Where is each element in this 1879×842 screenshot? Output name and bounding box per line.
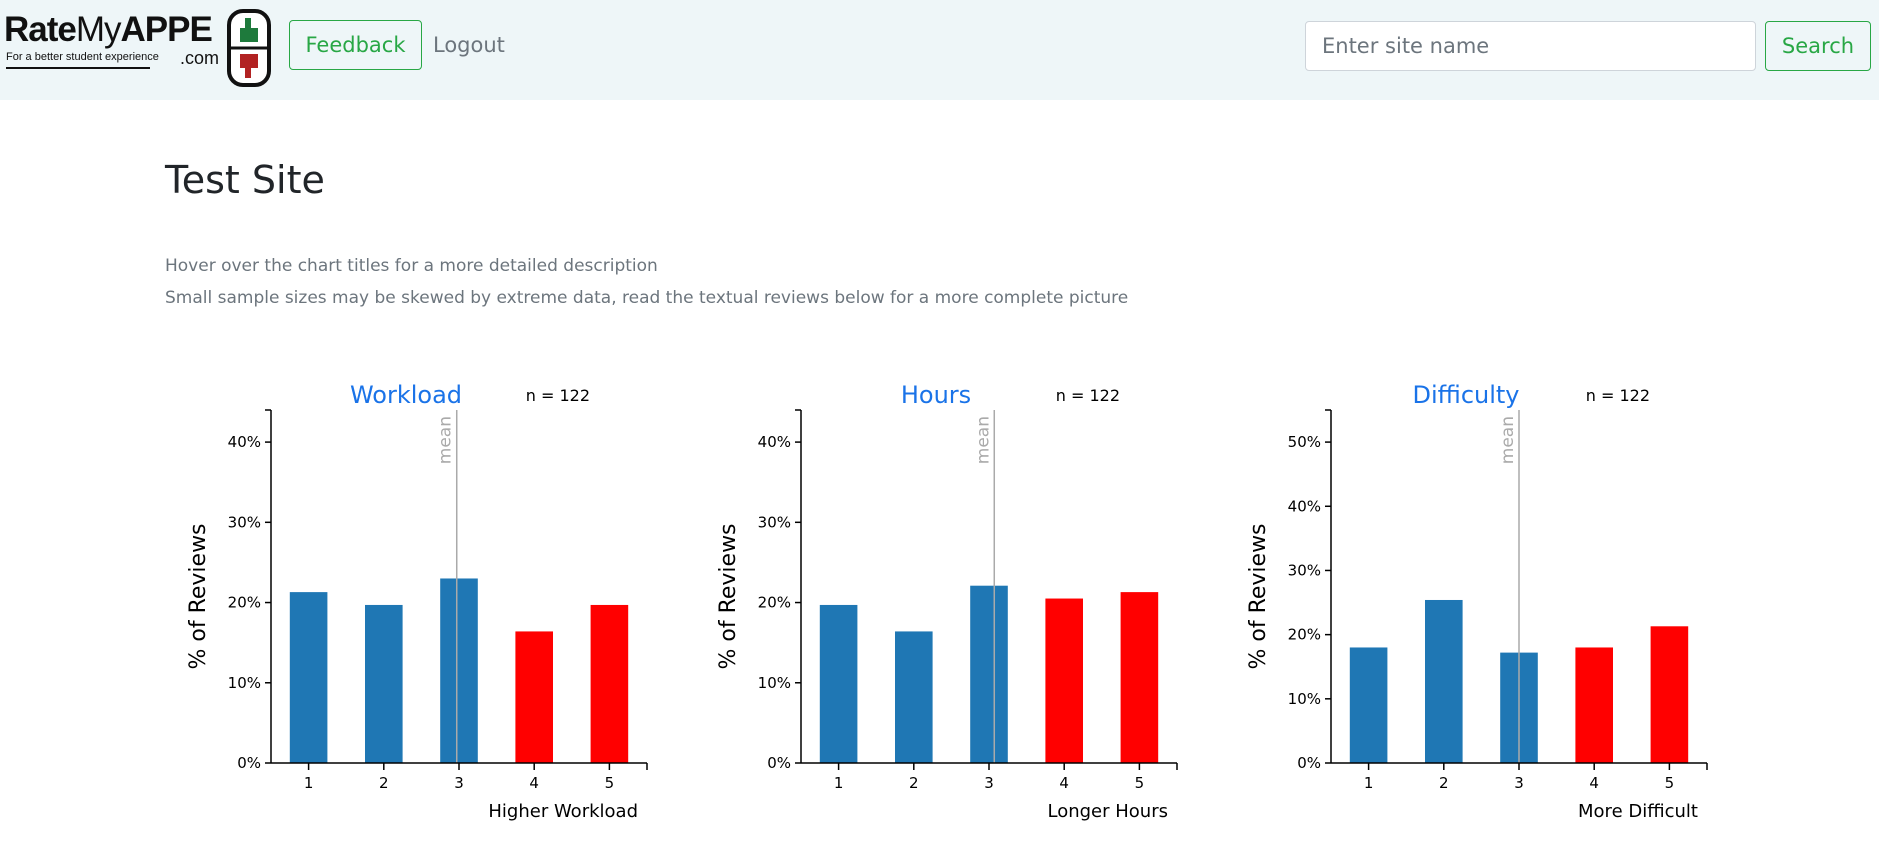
- logo-appe: APPE: [120, 10, 213, 49]
- navbar: RateMyAPPE For a better student experien…: [0, 0, 1879, 100]
- workload-chart: mean 0% 10% 20% 30% 40% 1 2 3 4 5 Workload n = 122 Hi…: [170, 370, 670, 840]
- chart-3-bar-4[interactable]: [1575, 647, 1613, 763]
- chart-2-title[interactable]: Hours: [901, 381, 971, 409]
- chart-3-bar-2[interactable]: [1425, 599, 1463, 763]
- chart-2-xtick-label: 3: [984, 774, 994, 792]
- logo-wordmark: RateMyAPPE: [4, 10, 213, 50]
- chart-1-sample-size-label: n = 122: [526, 386, 590, 405]
- chart-3-y-axis-label: % of Reviews: [1246, 523, 1271, 669]
- chart-2-ytick-label: 0%: [767, 754, 791, 772]
- logout-link[interactable]: Logout: [433, 33, 505, 57]
- chart-1-bar-4[interactable]: [515, 631, 553, 763]
- logo-tagline: For a better student experience: [6, 51, 159, 63]
- chart-1-xtick-label: 5: [605, 774, 615, 792]
- chart-2-bar-2[interactable]: [895, 631, 933, 763]
- hours-chart: mean 0% 10% 20% 30% 40% 1 2 3 4 5 Hours n = 122 Longe…: [700, 370, 1200, 840]
- chart-3-xtick-label: 4: [1589, 774, 1599, 792]
- chart-svg: mean 0% 10% 20% 30% 40% 1 2 3 4 5 Workload n = 122 Hi…: [186, 381, 648, 822]
- thumbs-up-down-icon: [227, 9, 271, 87]
- logo-underline: [6, 67, 150, 69]
- chart-2-xtick-label: 5: [1135, 774, 1145, 792]
- chart-1-ytick-label: 0%: [237, 754, 261, 772]
- chart-2-ytick-label: 30%: [758, 513, 791, 531]
- chart-3-xtick-label: 5: [1665, 774, 1675, 792]
- chart-1-x-axis-label: Higher Workload: [488, 801, 638, 822]
- chart-1-bar-3[interactable]: [440, 578, 478, 763]
- chart-svg: mean 0% 10% 20% 30% 40% 50% 1 2 3 4 5 Difficulty n = …: [1246, 381, 1708, 822]
- chart-3-ytick-label: 50%: [1288, 433, 1321, 451]
- logo-dotcom: .com: [180, 48, 220, 68]
- chart-2-bar-4[interactable]: [1045, 598, 1083, 763]
- chart-3-mean-label: mean: [1498, 416, 1518, 464]
- chart-1-bar-1[interactable]: [289, 592, 328, 763]
- chart-2-sample-size-label: n = 122: [1056, 386, 1120, 405]
- chart-1-xtick-label: 1: [304, 774, 314, 792]
- search-button[interactable]: Search: [1765, 21, 1871, 71]
- chart-3-ytick-label: 40%: [1288, 497, 1321, 515]
- chart-2-bar-1[interactable]: [819, 604, 858, 763]
- chart-1-ytick-label: 20%: [228, 594, 261, 612]
- chart-3-bar-5[interactable]: [1650, 626, 1689, 763]
- chart-2-x-axis-label: Longer Hours: [1048, 801, 1169, 822]
- page-title: Test Site: [165, 158, 325, 202]
- chart-svg: mean 0% 10% 20% 30% 40% 1 2 3 4 5 Hours n = 122 Longe…: [716, 381, 1178, 822]
- feedback-button[interactable]: Feedback: [289, 20, 422, 70]
- chart-1-mean-label: mean: [436, 416, 456, 464]
- sample-size-note: Small sample sizes may be skewed by extr…: [165, 288, 1129, 308]
- chart-3-x-axis-label: More Difficult: [1578, 801, 1698, 822]
- site-logo[interactable]: RateMyAPPE For a better student experien…: [4, 6, 274, 88]
- chart-3-ytick-label: 10%: [1288, 690, 1321, 708]
- difficulty-chart: mean 0% 10% 20% 30% 40% 50% 1 2 3 4 5 Difficulty n = …: [1230, 370, 1730, 840]
- chart-1-xtick-label: 2: [379, 774, 389, 792]
- chart-1-bar-5[interactable]: [590, 604, 629, 763]
- chart-2-bar-3[interactable]: [970, 585, 1008, 763]
- chart-2-bar-5[interactable]: [1120, 592, 1159, 763]
- chart-1-ytick-label: 10%: [228, 674, 261, 692]
- chart-1-ytick-label: 40%: [228, 433, 261, 451]
- chart-3-sample-size-label: n = 122: [1586, 386, 1650, 405]
- chart-1-y-axis-label: % of Reviews: [186, 523, 211, 669]
- chart-3-xtick-label: 3: [1514, 774, 1524, 792]
- logo-rate: Rate: [4, 10, 77, 49]
- chart-3-ytick-label: 30%: [1288, 561, 1321, 579]
- chart-1-title[interactable]: Workload: [350, 381, 462, 409]
- chart-2-ytick-label: 20%: [758, 594, 791, 612]
- site-search-input[interactable]: [1305, 21, 1756, 71]
- chart-2-ytick-label: 10%: [758, 674, 791, 692]
- chart-3-bar-1[interactable]: [1349, 647, 1388, 763]
- chart-2-xtick-label: 1: [834, 774, 844, 792]
- logo-my: My: [75, 10, 122, 49]
- chart-1-bar-2[interactable]: [365, 604, 403, 763]
- chart-3-xtick-label: 1: [1364, 774, 1374, 792]
- chart-1-ytick-label: 30%: [228, 513, 261, 531]
- chart-3-ytick-label: 0%: [1297, 754, 1321, 772]
- chart-2-ytick-label: 40%: [758, 433, 791, 451]
- chart-3-ytick-label: 20%: [1288, 626, 1321, 644]
- chart-3-xtick-label: 2: [1439, 774, 1449, 792]
- chart-2-xtick-label: 4: [1059, 774, 1069, 792]
- chart-2-xtick-label: 2: [909, 774, 919, 792]
- chart-hint-text: Hover over the chart titles for a more d…: [165, 256, 658, 276]
- chart-2-y-axis-label: % of Reviews: [716, 523, 741, 669]
- chart-1-xtick-label: 4: [529, 774, 539, 792]
- chart-1-xtick-label: 3: [454, 774, 464, 792]
- chart-3-title[interactable]: Difficulty: [1412, 381, 1519, 409]
- chart-2-mean-label: mean: [973, 416, 993, 464]
